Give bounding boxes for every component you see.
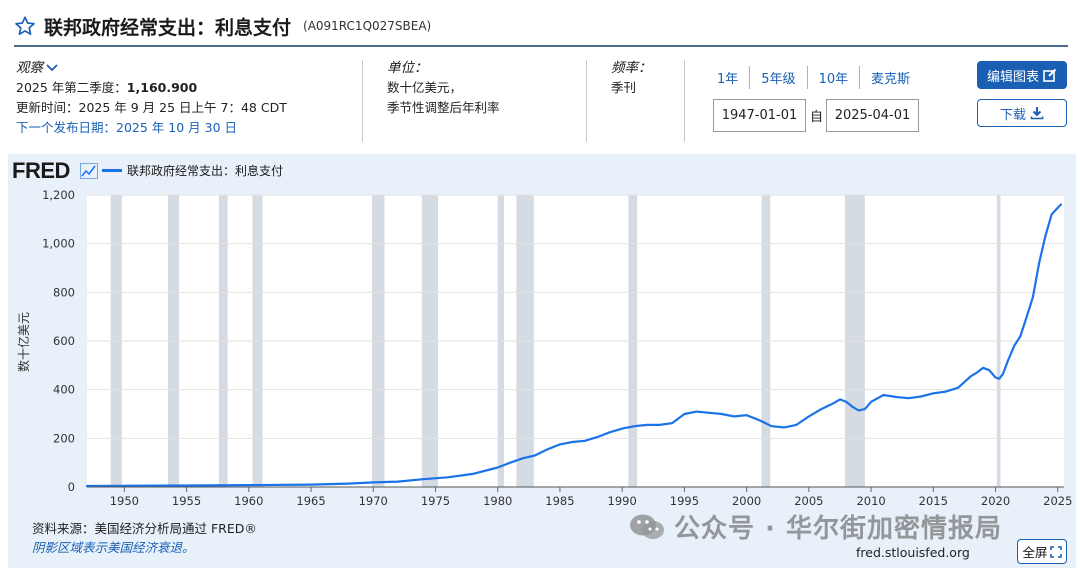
- x-tick-label: 1955: [172, 494, 201, 508]
- legend-label: 联邦政府经常支出：利息支付: [127, 164, 284, 178]
- fullscreen-label: 全屏: [1022, 545, 1048, 560]
- x-tick-label: 1980: [483, 494, 512, 508]
- edit-graph-button[interactable]: 编辑图表: [977, 61, 1067, 89]
- series-line-path: [85, 203, 1062, 488]
- wechat-icon: [630, 514, 664, 539]
- frequency-label: 频率：: [611, 60, 652, 76]
- y-tick-label: 200: [53, 431, 75, 445]
- source-text: 资料来源：美国经济分析局通过 FRED®: [32, 521, 257, 536]
- x-tick-label: 2025: [1043, 494, 1072, 508]
- range-buttons: 1年 5年级 10年 麦克斯: [706, 66, 921, 89]
- title-row: 联邦政府经常支出：利息支付 (A091RC1Q027SBEA): [14, 10, 431, 42]
- x-tick-label: 2020: [981, 494, 1010, 508]
- x-tick-label: 1975: [421, 494, 450, 508]
- star-icon[interactable]: [14, 15, 36, 37]
- observation-block: 观察 2025 年第二季度：1,160.900 更新时间：2025 年 9 月 …: [16, 58, 287, 138]
- frequency-block: 频率： 季刊: [611, 58, 652, 98]
- x-tick-label: 2005: [794, 494, 823, 508]
- tick-labels: 0 200 400 600 800 1,000 1,200 1950 1955 1960 1965 1…: [42, 188, 1072, 508]
- divider: [586, 60, 587, 142]
- y-axis-label: 数十亿美元: [16, 312, 31, 372]
- x-tick-label: 1990: [608, 494, 637, 508]
- start-date-input[interactable]: 1947-01-01: [713, 99, 806, 132]
- legend-swatch: [102, 169, 122, 172]
- download-button[interactable]: 下载: [977, 99, 1067, 127]
- end-date-input[interactable]: 2025-04-01: [826, 99, 919, 132]
- x-tick-label: 1950: [110, 494, 139, 508]
- fred-logo: FRED: [12, 158, 70, 183]
- chevron-down-icon: [46, 64, 58, 72]
- page-title: 联邦政府经常支出：利息支付: [44, 16, 292, 39]
- edit-graph-label: 编辑图表: [986, 69, 1039, 85]
- latest-observation-label: 2025 年第二季度：: [16, 80, 127, 95]
- y-tick-label: 1,200: [42, 188, 75, 202]
- x-tick-label: 1965: [296, 494, 325, 508]
- divider: [362, 60, 363, 142]
- date-separator: 自: [810, 110, 824, 125]
- download-label: 下载: [999, 107, 1026, 123]
- recession-note: 阴影区域表示美国经济衰退。: [32, 540, 195, 555]
- axes: [87, 486, 1064, 492]
- next-release-date: 2025 年 10 月 30 日: [116, 120, 238, 135]
- next-release-label: 下一个发布日期：: [16, 120, 117, 135]
- latest-observation: 2025 年第二季度：1,160.900: [16, 78, 287, 98]
- series-line: [85, 203, 1062, 488]
- observation-label: 观察: [16, 60, 43, 76]
- range-max-button[interactable]: 麦克斯: [871, 72, 911, 87]
- range-10y-button[interactable]: 10年: [808, 66, 861, 89]
- units-line-1: 数十亿美元，: [387, 80, 463, 95]
- x-tick-label: 2000: [732, 494, 761, 508]
- source-block: 资料来源：美国经济分析局通过 FRED® 阴影区域表示美国经济衰退。: [32, 519, 257, 557]
- updated-time: 更新时间：2025 年 9 月 25 日上午 7：48 CDT: [16, 100, 287, 115]
- units-line-2: 季节性调整后年利率: [387, 100, 500, 115]
- expand-icon: [1049, 545, 1062, 558]
- units-label: 单位：: [387, 60, 428, 76]
- y-tick-label: 1,000: [42, 237, 75, 251]
- title-divider: [14, 45, 1068, 47]
- units-block: 单位： 数十亿美元， 季节性调整后年利率: [387, 58, 500, 118]
- y-tick-label: 600: [53, 334, 75, 348]
- range-1y-button[interactable]: 1年: [706, 66, 751, 89]
- range-5y-button[interactable]: 5年级: [750, 66, 808, 89]
- y-tick-label: 800: [53, 285, 75, 299]
- latest-observation-value: 1,160.900: [126, 80, 198, 95]
- x-tick-label: 1960: [234, 494, 263, 508]
- next-release[interactable]: 下一个发布日期：2025 年 10 月 30 日: [16, 118, 287, 138]
- y-tick-label: 400: [53, 383, 75, 397]
- frequency-value: 季刊: [611, 80, 637, 95]
- fullscreen-button[interactable]: 全屏: [1017, 539, 1067, 564]
- x-tick-label: 2010: [856, 494, 885, 508]
- watermark-text: 公众号 · 华尔街加密情报局: [674, 514, 1002, 544]
- chart-trend-icon: [80, 162, 98, 179]
- watermark: 公众号 · 华尔街加密情报局: [628, 508, 1002, 545]
- y-tick-label: 0: [68, 480, 75, 494]
- divider: [684, 60, 685, 142]
- edit-icon: [1043, 68, 1057, 82]
- download-icon: [1030, 107, 1044, 120]
- series-id: (A091RC1Q027SBEA): [303, 19, 432, 33]
- fred-url[interactable]: fred.stlouisfed.org: [856, 545, 970, 560]
- gridlines: [87, 194, 1064, 488]
- x-tick-label: 1995: [670, 494, 699, 508]
- x-tick-label: 2015: [919, 494, 948, 508]
- legend: 联邦政府经常支出：利息支付: [80, 162, 283, 179]
- x-tick-label: 1970: [359, 494, 388, 508]
- observation-dropdown[interactable]: 观察: [16, 58, 287, 78]
- x-tick-label: 1985: [545, 494, 574, 508]
